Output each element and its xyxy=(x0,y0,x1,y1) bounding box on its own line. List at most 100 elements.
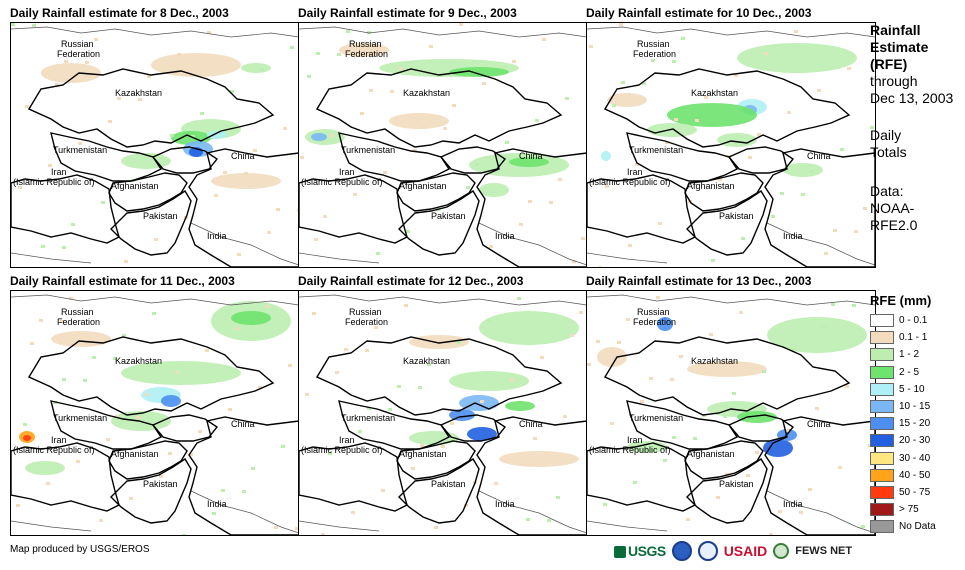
rainfall-speck xyxy=(99,519,103,522)
rainfall-speck xyxy=(351,511,355,514)
rainfall-area xyxy=(339,43,389,57)
country-border xyxy=(439,146,507,174)
rainfall-speck xyxy=(365,349,369,352)
rainfall-speck xyxy=(383,171,387,174)
rainfall-speck xyxy=(145,393,149,396)
rainfall-speck xyxy=(619,23,623,26)
rainfall-speck xyxy=(787,111,791,114)
rainfall-speck xyxy=(605,185,609,188)
rainfall-speck xyxy=(314,238,318,241)
rainfall-area xyxy=(505,401,535,411)
rainfall-speck xyxy=(152,312,156,315)
country-border xyxy=(396,440,476,480)
map-frame: Russian Federation Kazakhstan Turkmenistan I… xyxy=(298,22,588,268)
country-label: Pakistan xyxy=(143,211,178,221)
rainfall-speck xyxy=(330,134,334,137)
rainfall-speck xyxy=(305,393,309,396)
rainfall-speck xyxy=(108,120,112,123)
rainfall-speck xyxy=(852,304,856,307)
rainfall-area xyxy=(509,157,549,167)
rainfall-speck xyxy=(450,422,454,425)
rainfall-area xyxy=(607,93,647,107)
rainfall-speck xyxy=(494,482,498,485)
map-description: Rainfall Estimate (RFE) through Dec 13, … xyxy=(870,22,965,250)
rainfall-speck xyxy=(251,467,255,470)
rainfall-speck xyxy=(581,237,585,240)
rfe-title-line: Estimate xyxy=(870,39,929,55)
rainfall-area xyxy=(121,361,241,385)
rainfall-speck xyxy=(863,207,867,210)
panel-title: Daily Rainfall estimate for 8 Dec., 2003 xyxy=(10,6,229,20)
rainfall-speck xyxy=(374,326,378,329)
rainfall-area xyxy=(597,347,627,367)
country-label: Iran xyxy=(339,167,355,177)
map-frame: Russian Federation Kazakhstan Turkmenistan I… xyxy=(10,22,300,268)
country-label: Pakistan xyxy=(431,211,466,221)
rainfall-speck xyxy=(658,222,662,225)
rainfall-speck xyxy=(228,408,232,411)
country-label: Pakistan xyxy=(431,479,466,489)
rainfall-speck xyxy=(376,252,380,255)
rainfall-area xyxy=(479,183,509,197)
country-label: Turkmenistan xyxy=(53,145,107,155)
legend-item: 50 - 75 xyxy=(870,484,965,501)
rainfall-speck xyxy=(547,519,551,522)
rainfall-speck xyxy=(612,104,616,107)
country-label: India xyxy=(783,231,803,241)
country-label: Federation xyxy=(57,317,100,327)
country-border xyxy=(476,416,587,535)
country-label: India xyxy=(495,231,515,241)
rainfall-speck xyxy=(528,200,532,203)
rainfall-speck xyxy=(558,178,562,181)
rainfall-speck xyxy=(16,504,20,507)
legend-swatch xyxy=(870,331,894,345)
rainfall-speck xyxy=(200,112,204,115)
rainfall-speck xyxy=(235,327,239,330)
country-label: Federation xyxy=(345,49,388,59)
rainfall-speck xyxy=(281,445,285,448)
rainfall-area xyxy=(459,395,499,411)
data-label: Data: xyxy=(870,183,904,199)
rainfall-speck xyxy=(138,98,142,101)
minor-border xyxy=(11,520,92,532)
rainfall-area xyxy=(667,103,757,127)
country-label: Iran xyxy=(51,167,67,177)
rainfall-speck xyxy=(610,422,614,425)
rainfall-speck xyxy=(549,201,553,204)
legend-item: 0 - 0.1 xyxy=(870,312,965,329)
rainfall-speck xyxy=(505,141,509,144)
country-border xyxy=(299,174,408,244)
rainfall-speck xyxy=(540,356,544,359)
minor-border xyxy=(299,520,380,532)
rainfall-speck xyxy=(205,349,209,352)
rainfall-area xyxy=(479,311,579,345)
rainfall-speck xyxy=(640,400,644,403)
legend-item: 5 - 10 xyxy=(870,381,965,398)
panel-title: Daily Rainfall estimate for 9 Dec., 2003 xyxy=(298,6,517,20)
country-label: Kazakhstan xyxy=(115,88,162,98)
rainfall-speck xyxy=(253,149,257,152)
map-frame: Russian Federation Kazakhstan Turkmenistan I… xyxy=(298,290,588,536)
rainfall-speck xyxy=(801,193,805,196)
country-border xyxy=(476,148,587,267)
rainfall-speck xyxy=(665,141,669,144)
rainfall-speck xyxy=(572,260,576,263)
rainfall-speck xyxy=(267,231,271,234)
rainfall-speck xyxy=(517,297,521,300)
rainfall-area xyxy=(241,63,271,73)
legend-item: 0.1 - 1 xyxy=(870,329,965,346)
rainfall-speck xyxy=(693,437,697,440)
data-source: RFE2.0 xyxy=(870,217,918,233)
map-panel-dec-9: Daily Rainfall estimate for 9 Dec., 2003… xyxy=(298,6,588,268)
legend-label: 5 - 10 xyxy=(899,383,925,395)
country-label: China xyxy=(807,419,831,429)
country-label: India xyxy=(207,231,227,241)
country-border xyxy=(587,442,696,512)
rainfall-speck xyxy=(274,526,278,529)
rainfall-speck xyxy=(212,512,216,515)
rainfall-speck xyxy=(124,260,128,263)
country-label: China xyxy=(807,151,831,161)
rainfall-speck xyxy=(810,170,814,173)
rainfall-speck xyxy=(223,171,227,174)
